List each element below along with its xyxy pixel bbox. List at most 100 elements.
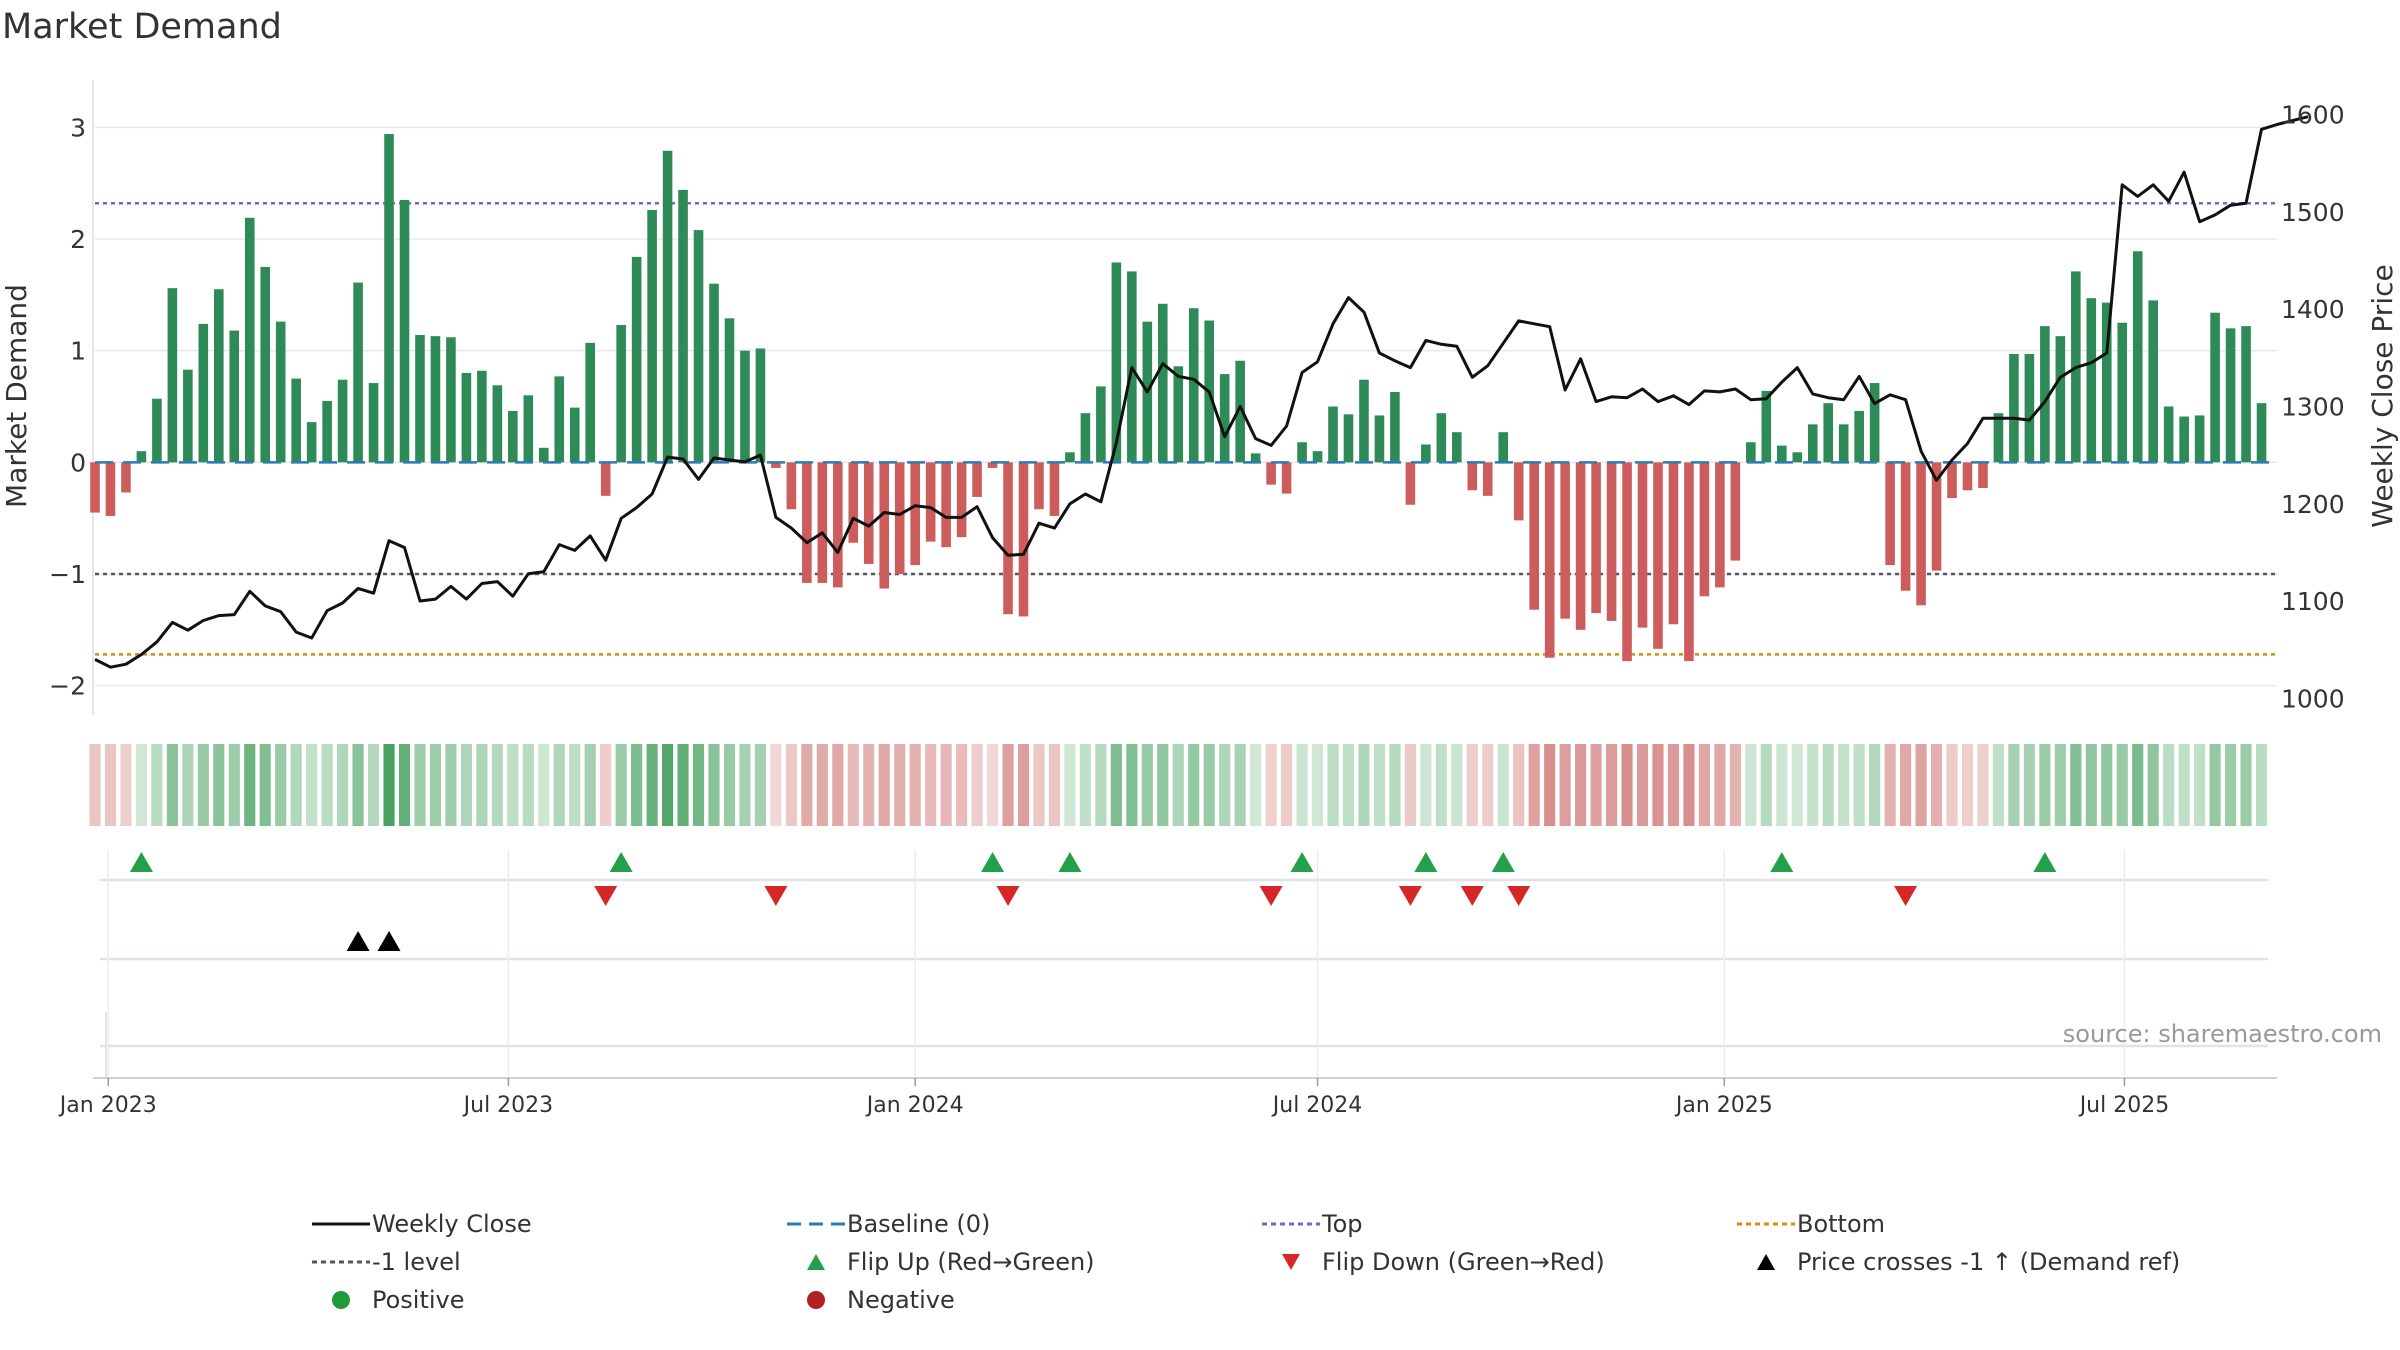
strip-cell [553,744,565,826]
strip-cell [1961,744,1974,826]
strip-cell [785,744,797,826]
demand-bar [523,395,534,463]
demand-bar [152,398,162,463]
strip-cell [1126,744,1138,826]
right-axis: 1000 1100 1200 1300 1400 1500 1600 [2281,101,2345,714]
demand-bar [1900,462,1911,591]
left-tick-label: −1 [49,560,86,589]
strip-cell [2147,744,2159,826]
demand-bar [1436,413,1447,463]
strip-cell [259,744,271,826]
flip-up-marker [129,852,153,872]
legend-item: Flip Down (Green→Red) [1250,1248,1725,1276]
strip-cell [445,744,457,826]
strip-cell [584,744,596,826]
strip-cell [1327,744,1339,826]
legend-label: Flip Down (Green→Red) [1322,1248,1605,1276]
legend-label: Flip Up (Red→Green) [847,1248,1095,1276]
x-tick-label: Jan 2023 [58,1093,157,1118]
legend-swatch [332,1291,350,1309]
right-tick-label: 1500 [2281,198,2345,227]
demand-bar [461,373,472,463]
strip-cell [708,744,720,826]
demand-bar [415,335,425,463]
strip-cell [1992,744,2005,826]
strip-cell [1311,744,1324,826]
strip-cell [1698,744,1710,826]
strip-cell [1807,744,1819,826]
flip-down-marker [594,886,618,906]
chart-title: Market Demand [2,7,282,47]
strip-cell [197,744,209,826]
strip-cell [1110,744,1122,826]
legend-item: Price crosses -1 ↑ (Demand ref) [1725,1248,2245,1276]
strip-cell [275,744,287,826]
demand-bar [1544,462,1555,658]
demand-bar [1049,462,1060,516]
demand-bar [306,422,317,463]
strip-cell [1141,744,1153,826]
demand-bar [477,370,487,463]
demand-bar [1003,462,1013,615]
strip-cell [1590,744,1602,826]
demand-bar [1854,410,1864,463]
demand-bar [1343,414,1354,463]
demand-bar [1746,442,1756,463]
demand-bar [2256,403,2267,463]
demand-bar [972,462,982,497]
demand-bar [2132,251,2143,463]
legend-triangle [1757,1254,1775,1270]
strip-cell [135,744,147,826]
demand-bar [1513,462,1524,521]
demand-bar [1452,432,1462,463]
strip-cell [801,744,813,826]
legend-label: -1 level [372,1248,461,1276]
demand-color-strip [89,744,2268,826]
demand-bar [2101,302,2112,463]
strip-cell [1575,744,1587,826]
demand-bar [2086,298,2097,463]
strip-cell [1900,744,1912,826]
weekly-close-polyline [94,115,2309,669]
strip-cell [1358,744,1370,826]
demand-bar [2194,415,2205,463]
strip-cell [367,744,380,826]
strip-cell [522,744,534,826]
x-tick-label: Jul 2023 [462,1093,554,1118]
strip-cell [337,744,349,826]
demand-bar [2179,416,2189,463]
demand-bar [508,410,518,463]
empty-panel [100,1012,2268,1078]
strip-cell [677,744,689,826]
strip-cell [1977,744,1989,826]
strip-cell [166,744,178,826]
demand-bar [492,385,503,463]
legend-triangle [1282,1254,1300,1270]
demand-bar [1065,452,1075,463]
strip-cell [863,744,875,826]
left-tick-label: 1 [70,337,86,366]
demand-bar [662,150,673,463]
flip-up-marker [1770,852,1794,872]
strip-cell [1404,744,1416,826]
legend-triangle [807,1254,825,1270]
left-tick-label: 0 [70,448,86,477]
demand-bar [198,323,209,463]
demand-bar [1715,462,1725,588]
demand-bar [1962,462,1973,491]
reference-lines [95,202,2277,656]
strip-cell [1157,744,1169,826]
demand-bar [848,462,859,543]
demand-bar [585,342,596,463]
demand-bar [1653,462,1663,649]
demand-bar [1034,462,1044,510]
strip-cell [2178,744,2190,826]
demand-bar [1606,462,1617,621]
demand-bar [771,462,781,468]
demand-bar [631,256,642,463]
flip-down-marker [1259,886,1283,906]
demand-bars [90,134,2277,662]
strip-cell [1017,744,1030,826]
strip-cell [1714,744,1726,826]
